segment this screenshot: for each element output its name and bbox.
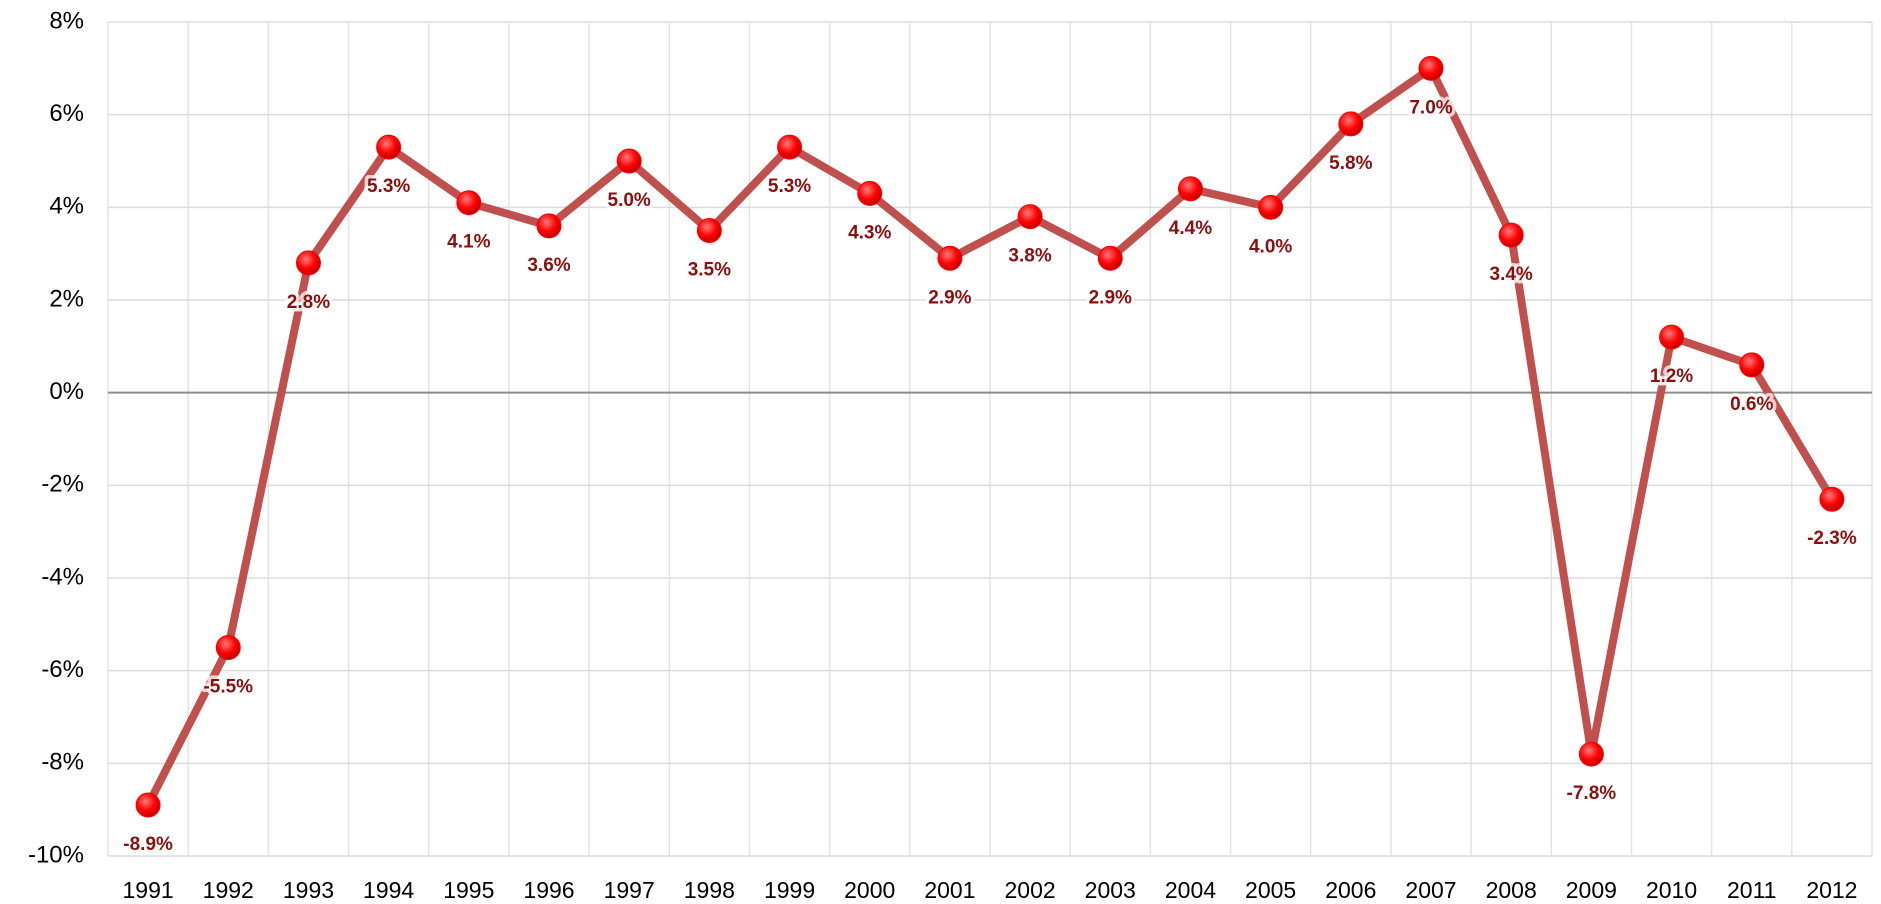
data-point: [937, 245, 963, 271]
y-tick-label: 2%: [49, 285, 84, 312]
data-point: [857, 180, 883, 206]
x-tick-label: 2002: [1005, 877, 1056, 903]
data-point: [536, 213, 562, 239]
x-tick-label: 2003: [1085, 877, 1136, 903]
x-tick-label: 2000: [844, 877, 895, 903]
y-tick-label: -4%: [41, 563, 84, 590]
data-label: 1.2%: [1650, 366, 1693, 387]
x-tick-label: 1996: [523, 877, 574, 903]
x-tick-label: 1998: [684, 877, 735, 903]
data-point: [777, 134, 803, 160]
data-point: [215, 635, 241, 660]
data-label: 2.8%: [287, 292, 330, 313]
data-label: 4.4%: [1169, 218, 1212, 239]
data-label: 4.1%: [447, 232, 490, 253]
x-tick-label: 2004: [1165, 877, 1216, 903]
x-tick-label: 1992: [203, 877, 254, 903]
x-tick-label: 2009: [1566, 877, 1617, 903]
y-tick-label: -8%: [41, 749, 84, 776]
y-tick-label: -6%: [41, 656, 84, 683]
data-label: 0.6%: [1730, 394, 1773, 415]
x-tick-label: 2011: [1727, 877, 1776, 903]
data-point: [456, 190, 482, 216]
data-point: [1338, 111, 1364, 137]
data-point: [1659, 324, 1685, 350]
x-tick-label: 1999: [764, 877, 815, 903]
data-label: 3.8%: [1008, 246, 1051, 267]
data-label: 5.8%: [1329, 153, 1372, 174]
data-point: [696, 218, 722, 243]
data-label: 7.0%: [1409, 97, 1452, 118]
data-label: 4.0%: [1249, 236, 1292, 257]
y-tick-label: 6%: [49, 100, 84, 127]
data-point: [1418, 55, 1444, 81]
data-point: [376, 134, 402, 160]
x-tick-label: 1994: [363, 877, 414, 903]
data-point: [1819, 486, 1845, 512]
y-tick-label: 0%: [49, 378, 84, 405]
x-tick-label: 1993: [283, 877, 334, 903]
data-label: 3.6%: [527, 255, 570, 276]
y-tick-label: 8%: [49, 7, 84, 34]
data-label: 5.0%: [608, 190, 651, 211]
data-point: [1017, 204, 1043, 230]
data-point: [295, 250, 321, 276]
x-tick-label: 2001: [924, 877, 975, 903]
data-point: [616, 148, 642, 174]
data-point: [135, 792, 161, 818]
data-label: 5.3%: [367, 176, 410, 197]
data-label: 3.4%: [1490, 264, 1533, 285]
data-label: 5.3%: [768, 176, 811, 197]
y-tick-label: -2%: [41, 471, 84, 498]
data-line: [144, 64, 1836, 807]
data-point: [1097, 245, 1123, 271]
data-label: -2.3%: [1807, 528, 1857, 549]
data-label: 4.3%: [848, 222, 891, 243]
data-point: [1258, 194, 1284, 220]
data-point: [1739, 352, 1765, 378]
x-tick-label: 1991: [123, 877, 174, 903]
data-point: [1578, 741, 1604, 767]
data-label: -8.9%: [123, 834, 173, 855]
data-point: [1177, 176, 1203, 202]
y-tick-label: -10%: [28, 841, 84, 868]
x-tick-label: 1995: [443, 877, 494, 903]
y-tick-label: 4%: [49, 193, 84, 220]
data-label: -7.8%: [1567, 783, 1617, 804]
data-label: 2.9%: [1089, 287, 1132, 308]
data-label: 2.9%: [928, 287, 971, 308]
x-tick-label: 2005: [1245, 877, 1296, 903]
data-label: 3.5%: [688, 260, 731, 281]
data-point: [1498, 222, 1524, 248]
x-tick-label: 1997: [604, 877, 655, 903]
x-tick-label: 2012: [1806, 877, 1857, 903]
x-tick-label: 2007: [1405, 877, 1456, 903]
data-label: -5.5%: [203, 677, 253, 698]
x-tick-label: 2006: [1325, 877, 1376, 903]
x-tick-label: 2008: [1486, 877, 1537, 903]
x-tick-label: 2010: [1646, 877, 1697, 903]
